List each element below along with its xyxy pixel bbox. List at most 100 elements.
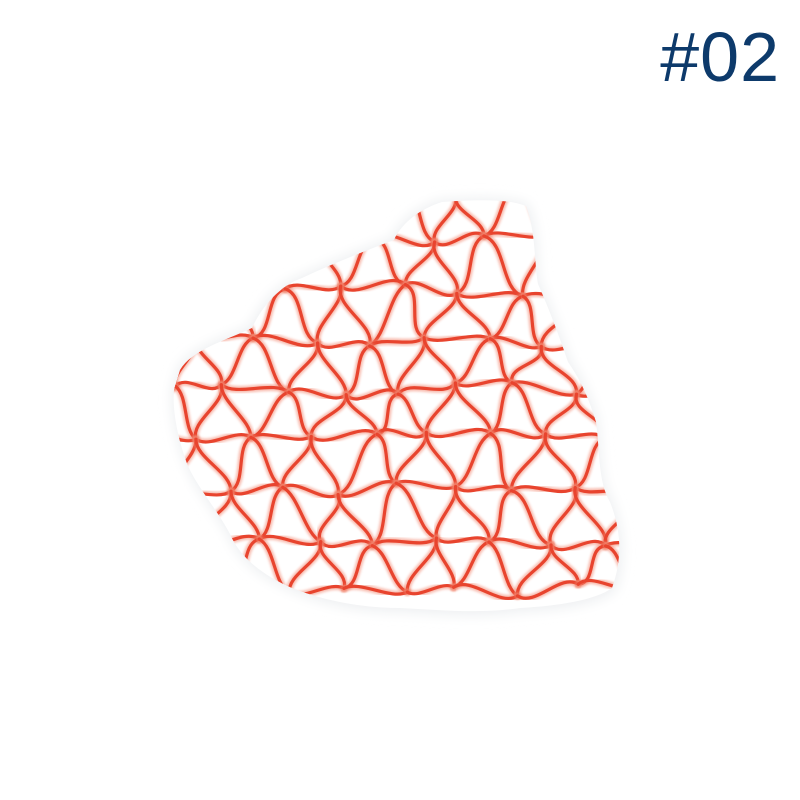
mesh-strand bbox=[287, 387, 348, 400]
mesh-strand-glow bbox=[108, 184, 139, 238]
mesh-strand-glow bbox=[118, 287, 143, 333]
fabric-body bbox=[173, 200, 620, 612]
mesh-strand bbox=[370, 544, 409, 594]
mesh-strand bbox=[428, 132, 491, 145]
mesh-strand-glow bbox=[107, 394, 141, 434]
mesh-strand-glow bbox=[542, 200, 581, 238]
mesh-strand-glow bbox=[288, 200, 319, 240]
mesh-strand bbox=[405, 584, 456, 596]
mesh-strand-glow bbox=[173, 329, 179, 390]
mesh-strand bbox=[118, 284, 169, 294]
mesh-strand bbox=[111, 433, 141, 493]
mesh-strand bbox=[580, 237, 601, 297]
mesh-strand-glow bbox=[176, 189, 223, 196]
mesh-strand bbox=[602, 343, 620, 387]
mesh-strand bbox=[256, 139, 309, 147]
mesh-strand bbox=[602, 337, 620, 347]
mesh-strand bbox=[281, 483, 340, 499]
mesh-strand-glow bbox=[595, 235, 620, 296]
mesh-strand bbox=[309, 136, 374, 148]
mesh-strand-glow bbox=[173, 283, 231, 301]
mesh-strand bbox=[341, 200, 377, 241]
mesh-strand bbox=[539, 344, 579, 396]
mesh-strand-glow bbox=[629, 194, 666, 242]
mesh-strand bbox=[487, 537, 553, 550]
mesh-strand-glow bbox=[517, 136, 547, 186]
mesh-strand-glow bbox=[343, 139, 374, 191]
mesh-strand-glow bbox=[542, 230, 586, 299]
mesh-strand-glow bbox=[404, 144, 429, 187]
mesh-strand bbox=[424, 430, 458, 489]
mesh-strand bbox=[603, 493, 620, 548]
mesh-strand-glow bbox=[428, 132, 491, 145]
mesh-strand bbox=[249, 432, 313, 441]
mesh-strand-glow bbox=[601, 434, 620, 499]
mesh-strand bbox=[597, 237, 620, 294]
mesh-strand bbox=[517, 136, 547, 186]
mesh-strand bbox=[219, 383, 253, 439]
mesh-strand bbox=[403, 283, 426, 340]
mesh-strand bbox=[638, 385, 657, 443]
mesh-strand bbox=[604, 544, 620, 586]
mesh-strand-glow bbox=[118, 238, 138, 287]
mesh-strand bbox=[111, 489, 167, 499]
mesh-strand bbox=[251, 243, 287, 291]
mesh-strand-glow bbox=[223, 140, 257, 189]
mesh-strand bbox=[229, 483, 285, 496]
mesh-strand-glow bbox=[219, 200, 257, 249]
mesh-strand-glow bbox=[547, 136, 577, 187]
mesh-strand bbox=[509, 485, 577, 494]
mesh-strand-glow bbox=[339, 200, 378, 242]
mesh-strand bbox=[173, 493, 196, 547]
mesh-strand-glow bbox=[601, 432, 620, 449]
mesh-strand-glow bbox=[141, 141, 176, 197]
mesh-strand bbox=[422, 334, 492, 342]
mesh-strand bbox=[251, 333, 320, 348]
mesh-strand bbox=[316, 340, 372, 349]
mesh-strand bbox=[309, 429, 379, 442]
mesh-strand bbox=[312, 200, 345, 238]
mesh-strand bbox=[191, 244, 229, 297]
mesh-strand bbox=[318, 540, 347, 590]
mesh-strand bbox=[174, 200, 195, 248]
mesh-strand bbox=[173, 285, 229, 299]
mesh-strand bbox=[175, 583, 232, 595]
mesh-strand bbox=[637, 292, 664, 340]
mesh-strand bbox=[283, 283, 343, 292]
mesh-strand-glow bbox=[517, 183, 577, 192]
mesh-strand-glow bbox=[635, 443, 657, 495]
mesh-strand bbox=[509, 489, 553, 547]
mesh-strand bbox=[434, 536, 491, 544]
mesh-strand bbox=[108, 182, 177, 197]
mesh-strand bbox=[191, 200, 225, 248]
mesh-strand-glow bbox=[189, 200, 227, 250]
mesh-strand bbox=[637, 544, 665, 585]
mesh-strand-glow bbox=[578, 235, 603, 299]
mesh-strand bbox=[173, 288, 199, 340]
mesh-strand bbox=[194, 292, 229, 340]
mesh-strand bbox=[173, 534, 196, 549]
mesh-strand bbox=[336, 480, 398, 498]
mesh-strand bbox=[577, 188, 630, 194]
mesh-strand bbox=[453, 337, 492, 385]
mesh-strand bbox=[173, 380, 223, 391]
mesh-strand bbox=[374, 139, 404, 187]
mesh-strand bbox=[251, 200, 294, 247]
mesh-strand bbox=[452, 583, 520, 600]
mesh-strand bbox=[544, 232, 601, 241]
mesh-strand-glow bbox=[108, 141, 141, 184]
mesh-strand bbox=[576, 578, 620, 590]
mesh-strand-glow bbox=[400, 200, 459, 203]
mesh-strand-glow bbox=[190, 541, 234, 591]
mesh-strand-glow bbox=[173, 242, 197, 294]
mesh-strand bbox=[173, 430, 198, 443]
mesh-strand-glow bbox=[547, 132, 607, 140]
mesh-strand-glow bbox=[639, 339, 664, 384]
mesh-strand-glow bbox=[111, 493, 142, 538]
mesh-strand bbox=[515, 580, 580, 600]
mesh-strand bbox=[283, 287, 320, 345]
mesh-strand-glow bbox=[491, 131, 547, 139]
mesh-strand bbox=[603, 434, 620, 447]
mesh-strand bbox=[313, 233, 376, 242]
mesh-strand-glow bbox=[194, 137, 257, 141]
